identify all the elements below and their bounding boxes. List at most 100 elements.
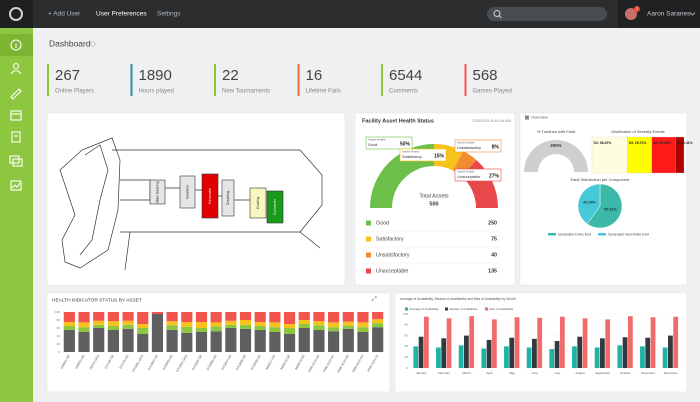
component-label: Cooling <box>256 197 260 209</box>
pie-title: Fault Distribution per Component <box>571 177 631 182</box>
bar <box>458 345 464 368</box>
stat-accent <box>47 64 49 96</box>
component-label: Gearbox <box>185 185 189 199</box>
pie-label: 40.09% <box>583 201 597 205</box>
edit-icon[interactable] <box>10 88 22 100</box>
search-box[interactable] <box>487 7 607 21</box>
bar-segment <box>239 320 252 325</box>
component[interactable] <box>149 179 166 205</box>
legend-swatch <box>445 307 448 311</box>
bar <box>594 347 600 368</box>
bar-segment <box>151 312 164 314</box>
turbine-panel <box>46 112 346 286</box>
bar-segment <box>283 334 296 352</box>
bar-segment <box>166 312 178 322</box>
y-tick-label: 20 <box>57 342 61 346</box>
info-icon[interactable] <box>10 39 22 51</box>
severity-label: S1: 9.41% <box>677 141 693 145</box>
x-tick-label: September <box>595 371 610 375</box>
bar-segment <box>313 325 325 330</box>
chart-icon-line <box>11 182 21 189</box>
bar-segment <box>313 321 325 326</box>
avatar[interactable] <box>625 8 637 20</box>
x-tick-label: 100851-GE <box>59 354 71 370</box>
logo <box>9 7 23 21</box>
bar-segment <box>239 328 252 352</box>
bar <box>668 335 673 368</box>
bar-segment <box>63 326 75 330</box>
callout-caption: Assets Health <box>402 150 420 154</box>
bar-segment <box>195 322 208 328</box>
x-tick-label: February <box>438 371 451 375</box>
bar-segment <box>137 328 149 334</box>
legend-name: Max of Availability <box>490 307 514 311</box>
legend-value: 75 <box>491 236 497 242</box>
bar <box>650 317 656 368</box>
stat-value: 568 <box>473 67 498 84</box>
component[interactable] <box>201 173 219 219</box>
y-tick-label: 100 <box>55 310 60 314</box>
callout-name: Good <box>368 143 377 147</box>
nav-item[interactable]: Settings <box>157 11 181 18</box>
stat-label: Online Players <box>55 89 94 95</box>
stat-label: Lifetime Fails <box>306 89 341 95</box>
x-tick-label: October <box>620 371 631 375</box>
bar-segment <box>313 330 325 352</box>
bar-segment <box>107 326 119 330</box>
bar-segment <box>195 328 208 332</box>
pie-slice <box>577 183 601 225</box>
fault-gauge <box>524 140 556 172</box>
table-icon[interactable] <box>10 110 22 121</box>
stat-accent <box>130 64 133 96</box>
callout-name: Unsatisfactory <box>457 146 481 150</box>
title-gear[interactable] <box>90 41 96 47</box>
bar <box>559 316 565 368</box>
bar-segment <box>107 330 119 352</box>
pie-slice <box>586 183 623 229</box>
stat-label: Games Played <box>473 89 512 95</box>
component[interactable] <box>221 179 235 217</box>
bar-segment <box>239 324 252 329</box>
component[interactable] <box>179 175 196 209</box>
legend-swatch <box>366 220 371 226</box>
bar-segment <box>298 320 310 324</box>
bar <box>436 347 441 368</box>
y-tick-label: 100 <box>403 312 408 316</box>
stat-value: 22 <box>222 67 239 84</box>
expand-icon[interactable]: ⤢ <box>372 296 377 303</box>
nav-item[interactable]: + Add User <box>48 11 81 18</box>
legend-name: Satisfactory <box>376 236 404 242</box>
user-icon[interactable] <box>12 62 20 70</box>
bar <box>504 346 509 368</box>
bar-segment <box>254 330 266 352</box>
bar-segment <box>225 324 237 328</box>
bar-segment <box>283 324 296 328</box>
user-name[interactable]: Aaron Saranes <box>647 11 691 18</box>
legend-value: 40 <box>491 252 497 258</box>
frame <box>124 231 321 271</box>
component-label: Coupling <box>226 191 230 205</box>
bar-segment <box>298 324 310 328</box>
y-tick-label: 80 <box>57 318 61 322</box>
severity-label: S2: 25.60% <box>653 141 671 145</box>
bar-segment <box>122 328 134 352</box>
stat-label: New Tournaments <box>222 89 270 95</box>
y-tick-label: 60 <box>405 333 409 337</box>
doc-icon[interactable] <box>11 131 21 143</box>
page-title: Dashboard <box>49 38 91 48</box>
chart-icon[interactable] <box>10 180 22 191</box>
bar <box>526 347 532 368</box>
bar-segment <box>328 327 340 332</box>
legend-name: Good <box>376 220 389 226</box>
severity-label: S4: 38.29% <box>594 141 612 145</box>
bar-segment <box>372 327 384 352</box>
bar <box>532 338 537 368</box>
component[interactable] <box>266 190 284 224</box>
callout-percent: 27% <box>489 173 500 179</box>
severity-cell <box>675 136 685 174</box>
component[interactable] <box>249 187 267 219</box>
nav-item[interactable]: User Preferences <box>96 11 147 18</box>
bar <box>640 346 645 368</box>
bar-segment <box>225 328 237 352</box>
